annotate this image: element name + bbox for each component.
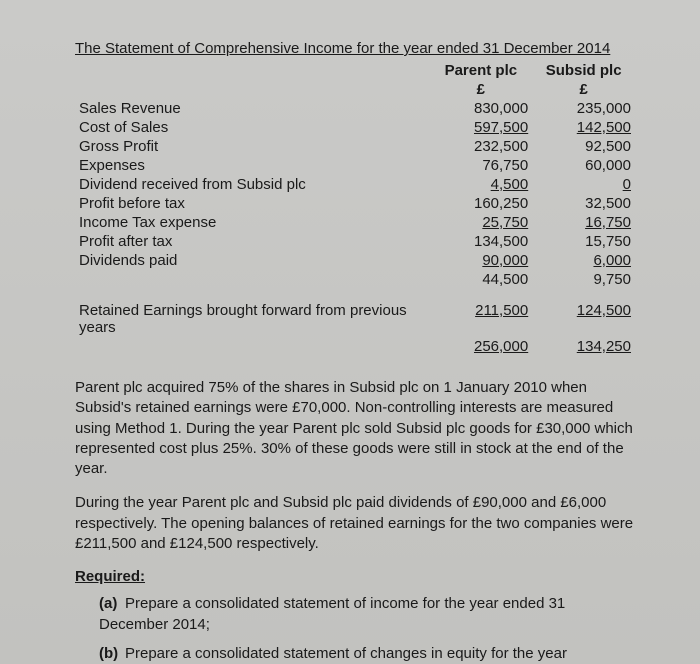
- row-label-9: [75, 270, 429, 289]
- row-subsid-5: 32,500: [585, 195, 631, 212]
- required-list: (a)Prepare a consolidated statement of i…: [99, 593, 635, 664]
- required-marker-a: (a): [99, 593, 125, 614]
- required-heading: Required:: [75, 568, 635, 585]
- row-parent-0: 830,000: [474, 100, 528, 117]
- row-label-0: Sales Revenue: [75, 99, 429, 118]
- row-parent-6: 25,750: [482, 214, 528, 231]
- income-statement-table: Parent plc Subsid plc £ £ Sales Revenue 8…: [75, 61, 635, 356]
- required-marker-b: (b): [99, 643, 125, 664]
- row-label-5: Profit before tax: [75, 194, 429, 213]
- row-subsid-9: 9,750: [593, 271, 631, 288]
- col-subsid-currency: £: [532, 80, 635, 99]
- row-parent-8: 90,000: [482, 252, 528, 269]
- row-parent-3: 76,750: [482, 157, 528, 174]
- row-subsid-4: 0: [623, 176, 631, 193]
- row-parent-1: 597,500: [474, 119, 528, 136]
- row-parent-2: 232,500: [474, 138, 528, 155]
- required-text-a: Prepare a consolidated statement of inco…: [99, 595, 565, 633]
- row-label-4: Dividend received from Subsid plc: [75, 175, 429, 194]
- para-1: Parent plc acquired 75% of the shares in…: [75, 378, 635, 479]
- row-label-1: Cost of Sales: [75, 118, 429, 137]
- row-parent-9: 44,500: [482, 271, 528, 288]
- required-item-a: (a)Prepare a consolidated statement of i…: [99, 593, 635, 635]
- row-label-8: Dividends paid: [75, 251, 429, 270]
- para-2: During the year Parent plc and Subsid pl…: [75, 493, 635, 554]
- final-subsid: 134,250: [577, 338, 631, 355]
- final-parent: 256,000: [474, 338, 528, 355]
- retained-earnings-label: Retained Earnings brought forward from p…: [75, 301, 429, 337]
- row-parent-4: 4,500: [491, 176, 529, 193]
- retained-subsid: 124,500: [577, 302, 631, 319]
- row-parent-5: 160,250: [474, 195, 528, 212]
- row-subsid-7: 15,750: [585, 233, 631, 250]
- row-label-2: Gross Profit: [75, 137, 429, 156]
- row-label-6: Income Tax expense: [75, 213, 429, 232]
- row-parent-7: 134,500: [474, 233, 528, 250]
- row-subsid-2: 92,500: [585, 138, 631, 155]
- row-subsid-8: 6,000: [593, 252, 631, 269]
- row-subsid-3: 60,000: [585, 157, 631, 174]
- row-subsid-0: 235,000: [577, 100, 631, 117]
- required-item-b: (b)Prepare a consolidated statement of c…: [99, 643, 635, 664]
- col-subsid-header: Subsid plc: [532, 61, 635, 80]
- required-text-b: Prepare a consolidated statement of chan…: [125, 645, 567, 662]
- col-parent-header: Parent plc: [429, 61, 532, 80]
- row-subsid-1: 142,500: [577, 119, 631, 136]
- row-label-7: Profit after tax: [75, 232, 429, 251]
- row-label-3: Expenses: [75, 156, 429, 175]
- statement-title: The Statement of Comprehensive Income fo…: [75, 40, 635, 57]
- col-parent-currency: £: [429, 80, 532, 99]
- retained-parent: 211,500: [475, 302, 528, 319]
- row-subsid-6: 16,750: [585, 214, 631, 231]
